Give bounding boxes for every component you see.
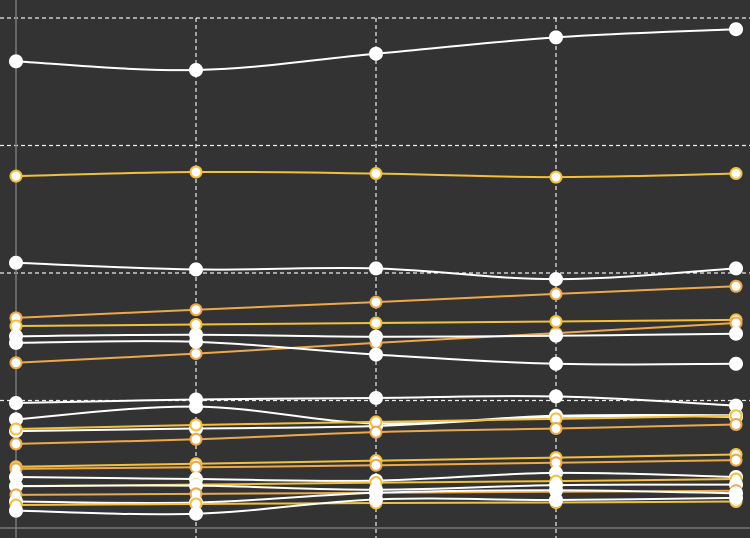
- series-8-point-4: [549, 356, 563, 371]
- series-6-point-1: [9, 356, 23, 370]
- series-15-point-2: [189, 460, 203, 474]
- series-5-point-4: [549, 314, 563, 328]
- series-22-point-2: [189, 506, 203, 521]
- series-9-point-1: [9, 396, 23, 411]
- series-1-point-2: [189, 63, 203, 78]
- series-8-point-1: [9, 335, 23, 350]
- series-15-point-3: [369, 458, 383, 472]
- series-12-point-1: [9, 422, 23, 436]
- series-4-point-4: [549, 287, 563, 301]
- series-9-point-3: [369, 390, 383, 405]
- series-2-point-4: [549, 170, 563, 184]
- series-7-point-3: [369, 329, 383, 344]
- series-22-point-5: [729, 490, 743, 505]
- series-3-point-4: [549, 272, 563, 287]
- series-2-point-3: [369, 167, 383, 181]
- series-4-point-5: [729, 279, 743, 293]
- series-1-point-4: [549, 30, 563, 45]
- series-6-point-2: [189, 347, 203, 361]
- series-22-point-3: [369, 492, 383, 507]
- series-9-point-4: [549, 389, 563, 404]
- series-8-point-5: [729, 356, 743, 371]
- series-1-point-1: [9, 54, 23, 69]
- series-3-point-1: [9, 255, 23, 270]
- series-2-point-5: [729, 167, 743, 181]
- series-7-point-5: [729, 326, 743, 341]
- series-3-point-3: [369, 261, 383, 276]
- series-12-point-2: [189, 418, 203, 432]
- series-4-point-3: [369, 295, 383, 309]
- series-1-point-5: [729, 22, 743, 37]
- series-8-point-2: [189, 334, 203, 349]
- series-10-point-2: [189, 399, 203, 414]
- series-13-point-2: [189, 432, 203, 446]
- series-markers: [9, 22, 743, 521]
- series-2-point-2: [189, 165, 203, 179]
- series-13-point-3: [369, 425, 383, 439]
- series-8-point-3: [369, 347, 383, 362]
- series-22-point-4: [549, 492, 563, 507]
- series-7-point-4: [549, 328, 563, 343]
- series-1-point-3: [369, 46, 383, 61]
- series-2-point-1: [9, 169, 23, 183]
- series-5-point-3: [369, 316, 383, 330]
- series-22-point-1: [9, 503, 23, 518]
- series-13-point-1: [9, 437, 23, 451]
- series-4-point-2: [189, 303, 203, 317]
- series-13-point-5: [729, 417, 743, 431]
- series-15-point-5: [729, 453, 743, 467]
- series-3-point-5: [729, 261, 743, 276]
- series-13-point-4: [549, 422, 563, 436]
- series-3-point-2: [189, 262, 203, 277]
